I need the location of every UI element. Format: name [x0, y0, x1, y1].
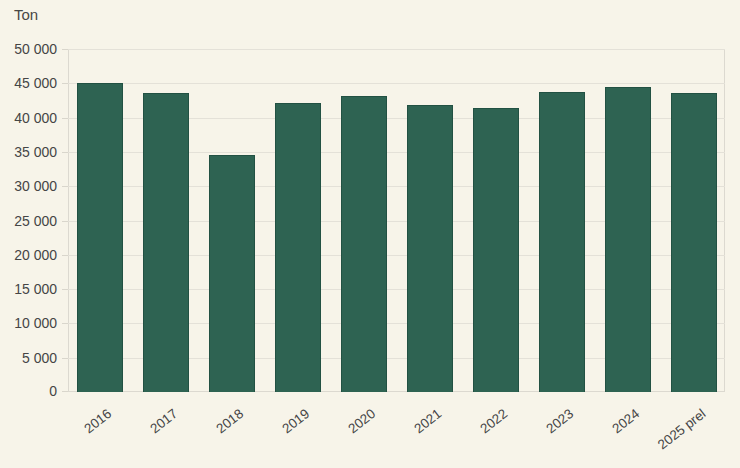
x-tick-label-2023: 2023: [543, 406, 576, 436]
y-tick-mark: [62, 49, 68, 50]
x-tick-label-2018: 2018: [213, 406, 246, 436]
x-tick-label-2024: 2024: [609, 406, 642, 436]
y-tick-mark: [62, 152, 68, 153]
gridline-50000: [68, 49, 725, 50]
bar-2023: [539, 92, 585, 392]
gridline-45000: [68, 83, 725, 84]
x-tick-label-2021: 2021: [411, 406, 444, 436]
bar-2016: [77, 83, 123, 392]
y-tick-label-40000: 40 000: [14, 109, 57, 127]
plot-area: [68, 49, 725, 392]
y-axis-title: Ton: [14, 6, 38, 23]
bar-2021: [407, 105, 453, 392]
x-tick-label-2022: 2022: [477, 406, 510, 436]
y-tick-label-15000: 15 000: [14, 280, 57, 298]
y-tick-mark: [62, 118, 68, 119]
x-tick-label-2020: 2020: [345, 406, 378, 436]
bar-2024: [605, 87, 651, 392]
bar-chart: Ton 0 5 000 10 000 15 000 20 000 25 000 30 000…: [0, 0, 740, 468]
y-tick-mark: [62, 221, 68, 222]
y-tick-label-25000: 25 000: [14, 212, 57, 230]
bar-2018: [209, 155, 255, 392]
bar-2022: [473, 108, 519, 392]
y-tick-mark: [62, 289, 68, 290]
y-tick-mark: [62, 255, 68, 256]
y-tick-mark: [62, 83, 68, 84]
y-tick-label-50000: 50 000: [14, 40, 57, 58]
y-tick-mark: [62, 391, 68, 392]
y-tick-label-35000: 35 000: [14, 143, 57, 161]
x-tick-label-2025-prel: 2025 prel: [655, 406, 709, 452]
y-tick-label-10000: 10 000: [14, 314, 57, 332]
x-tick-label-2017: 2017: [147, 406, 180, 436]
y-tick-mark: [62, 186, 68, 187]
y-tick-label-5000: 5 000: [22, 349, 57, 367]
bar-2017: [143, 93, 189, 392]
y-tick-mark: [62, 323, 68, 324]
y-tick-label-20000: 20 000: [14, 246, 57, 264]
y-tick-label-0: 0: [49, 382, 57, 400]
y-tick-label-30000: 30 000: [14, 177, 57, 195]
x-tick-label-2019: 2019: [279, 406, 312, 436]
y-tick-mark: [62, 358, 68, 359]
bar-2020: [341, 96, 387, 392]
bar-2019: [275, 103, 321, 392]
bar-2025-prel: [671, 93, 717, 392]
x-tick-label-2016: 2016: [81, 406, 114, 436]
y-tick-label-45000: 45 000: [14, 74, 57, 92]
